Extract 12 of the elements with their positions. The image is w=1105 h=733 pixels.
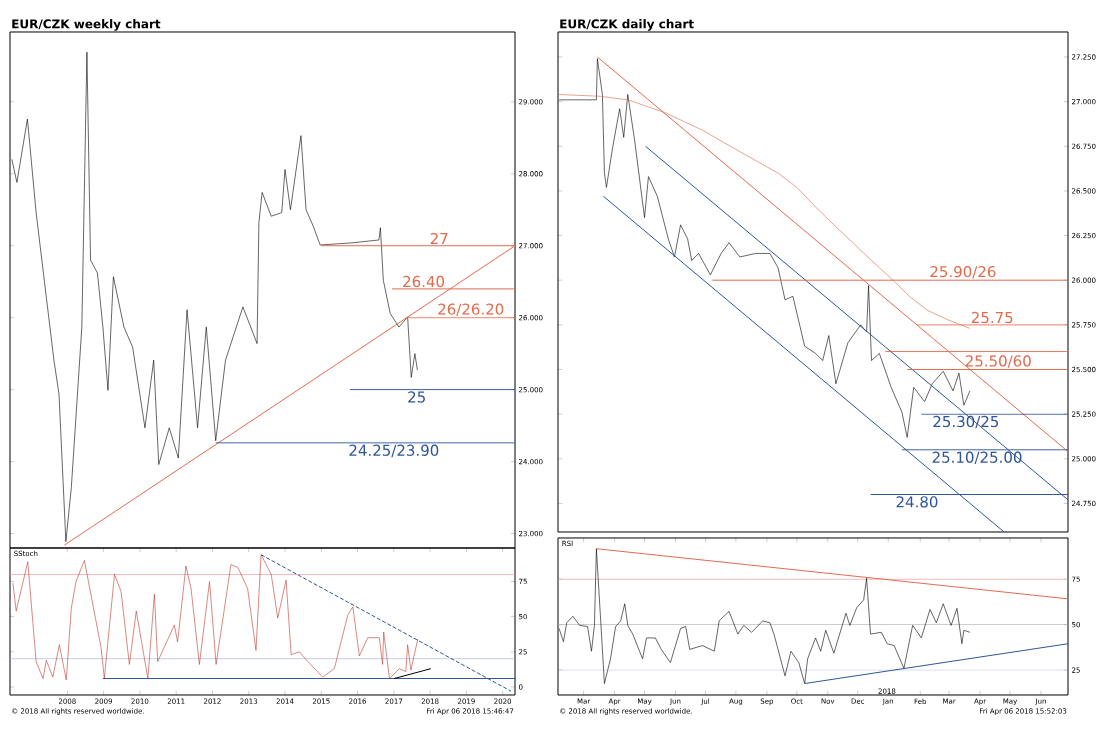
annotation: 24.80 <box>896 496 938 508</box>
annotation: 25.75 <box>971 311 1013 324</box>
annotation: 26/26.20 <box>438 303 504 316</box>
chart-title: EUR/CZK weekly chart <box>12 19 161 31</box>
annotation: 25.10/25.00 <box>932 451 1022 465</box>
chart-title: EUR/CZK daily chart <box>560 19 694 31</box>
annotation: 26.40 <box>403 275 445 288</box>
annotation: 25.90/26 <box>930 265 996 279</box>
annotation: 25.50/60 <box>965 355 1031 368</box>
annotation: 27 <box>430 232 448 245</box>
annotation: 25 <box>408 391 425 403</box>
annotation: 24.25/23.90 <box>349 444 439 458</box>
